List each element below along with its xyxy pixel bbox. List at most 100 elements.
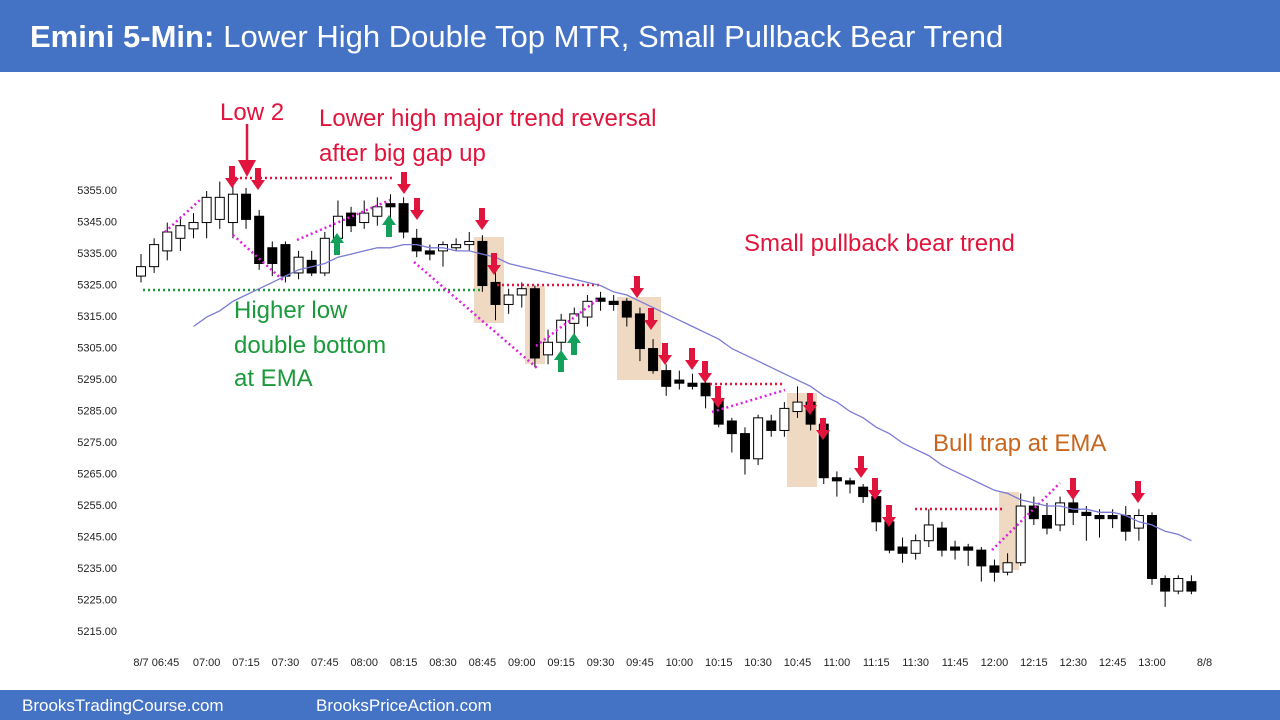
dotted-line (232, 234, 286, 283)
candle-body (451, 244, 462, 249)
x-tick-label: 11:45 (942, 657, 969, 669)
candle-body (1147, 515, 1158, 579)
sell-arrow (410, 198, 424, 220)
sell-arrow (475, 208, 489, 230)
candle-body (1186, 581, 1197, 592)
candle-body (687, 382, 698, 387)
sell-arrow (397, 172, 411, 194)
candle-body (503, 294, 514, 305)
candle-body (936, 527, 947, 551)
sell-arrow (1066, 478, 1080, 500)
footer-bar (0, 690, 1280, 720)
candle-body (608, 300, 619, 305)
sell-arrow (644, 308, 658, 330)
x-tick-label: 09:00 (508, 657, 536, 669)
y-tick-label: 5355.00 (77, 185, 117, 197)
x-tick-label: 07:00 (193, 657, 221, 669)
x-tick-label: 12:45 (1099, 657, 1127, 669)
y-tick-label: 5305.00 (77, 342, 117, 354)
y-tick-label: 5345.00 (77, 216, 117, 228)
candle-body (674, 379, 685, 384)
y-tick-label: 5335.00 (77, 248, 117, 260)
candle-body (766, 420, 777, 431)
candle-body (359, 212, 370, 224)
candle-body (214, 196, 225, 220)
candle-body (1081, 511, 1092, 516)
buy-arrow (382, 215, 396, 237)
candle-body (280, 244, 291, 277)
annotation: Bull trap at EMA (933, 430, 1106, 457)
x-tick-label: 10:30 (744, 657, 772, 669)
x-tick-label: 11:15 (863, 657, 890, 669)
candle-body (910, 540, 921, 554)
candle-body (175, 225, 186, 239)
big-arrow-head (238, 160, 256, 177)
sell-arrow (487, 253, 501, 275)
x-tick-label: 10:45 (784, 657, 812, 669)
x-tick-label: 07:45 (311, 657, 339, 669)
x-tick-label: 11:00 (824, 657, 851, 669)
candle-body (1028, 505, 1039, 520)
candle-body (490, 281, 501, 305)
candle-body (1015, 505, 1026, 564)
buy-arrow (330, 233, 344, 255)
candle-body (976, 549, 987, 567)
y-tick-label: 5275.00 (77, 437, 117, 449)
candle-body (1041, 515, 1052, 529)
title-lead: Emini 5-Min: (30, 19, 214, 54)
dotted-line (535, 297, 601, 347)
candle-body (477, 240, 488, 287)
highlight-box (999, 492, 1019, 570)
y-tick-label: 5285.00 (77, 405, 117, 417)
candle-body (516, 288, 527, 296)
sell-arrow (630, 276, 644, 298)
candle-body (346, 212, 357, 227)
x-tick-label: 07:15 (232, 657, 260, 669)
x-tick-label: 09:30 (587, 657, 615, 669)
candle-body (1055, 502, 1066, 526)
candle-body (700, 382, 711, 397)
candle-body (398, 203, 409, 233)
y-tick-label: 5225.00 (77, 594, 117, 606)
y-tick-label: 5315.00 (77, 311, 117, 323)
candle-body (149, 244, 160, 268)
x-tick-label: 08:00 (350, 657, 378, 669)
annotation: Low 2 (220, 99, 284, 126)
candle-body (1173, 578, 1184, 592)
title-text: Lower High Double Top MTR, Small Pullbac… (223, 19, 1003, 54)
sell-arrow (854, 456, 868, 478)
x-tick-label: 08:30 (429, 657, 457, 669)
candle-body (385, 203, 396, 208)
annotation: at EMA (234, 365, 313, 392)
candle-body (1120, 515, 1131, 532)
candle-body (871, 496, 882, 523)
candle-body (543, 341, 554, 356)
candle-body (989, 565, 1000, 573)
x-tick-label: 10:15 (705, 657, 733, 669)
candle-body (779, 407, 790, 431)
candle-body (293, 256, 304, 274)
x-tick-label: 07:30 (272, 657, 300, 669)
candle-body (267, 247, 278, 264)
candle-body (831, 477, 842, 482)
candle-body (162, 231, 173, 252)
annotation: after big gap up (319, 140, 486, 167)
y-tick-label: 5295.00 (77, 374, 117, 386)
candle-body (372, 206, 383, 217)
dotted-line (991, 482, 1061, 551)
x-tick-label: 09:45 (626, 657, 654, 669)
candle-body (753, 417, 764, 460)
sell-arrow (816, 418, 830, 440)
decorations (474, 237, 1019, 570)
candle-body (254, 215, 265, 264)
candle-body (845, 480, 856, 485)
footer-link: BrooksTradingCourse.com (22, 696, 224, 715)
x-tick-label: 08:15 (390, 657, 418, 669)
sell-arrow (803, 393, 817, 415)
plot: 5215.00 5225.00 5235.00 5245.00 5255.00 5265.… (77, 181, 1212, 669)
overlays: Low 2 Lower high major trend reversal af… (143, 99, 1192, 551)
annotation: Small pullback bear trend (744, 230, 1015, 257)
candle-body (188, 222, 199, 230)
candle-body (1107, 515, 1118, 520)
sell-arrow (658, 343, 672, 365)
